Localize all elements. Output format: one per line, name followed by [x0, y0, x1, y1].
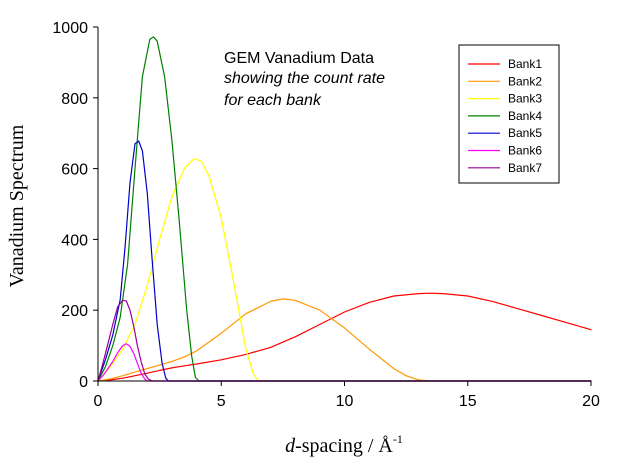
x-tick-label: 20 — [582, 393, 600, 410]
legend: Bank1 Bank2 Bank3 Bank4 Bank5 Bank6 Bank7 — [458, 44, 560, 184]
legend-label-bank3: Bank3 — [508, 92, 542, 106]
legend-label-bank1: Bank1 — [508, 57, 542, 71]
x-axis-title: d-spacing / Å-1 — [285, 432, 403, 457]
y-tick-label: 600 — [61, 162, 88, 179]
series-line-bank3 — [97, 158, 592, 382]
legend-label-bank4: Bank4 — [508, 109, 542, 123]
x-tick-label: 15 — [459, 393, 477, 410]
y-tick-label: 200 — [61, 303, 88, 320]
y-tick-label: 800 — [61, 91, 88, 108]
legend-label-bank5: Bank5 — [508, 126, 542, 140]
x-axis-title-text: -spacing / Å — [295, 435, 393, 457]
legend-label-bank7: Bank7 — [508, 161, 542, 175]
legend-label-bank2: Bank2 — [508, 74, 542, 88]
series-line-bank4 — [97, 36, 592, 382]
x-tick-label: 10 — [336, 393, 354, 410]
series-line-bank5 — [97, 140, 592, 382]
annotation-line-3: for each bank — [224, 92, 322, 109]
legend-label-bank6: Bank6 — [508, 144, 542, 158]
y-tick-label: 400 — [61, 232, 88, 249]
y-tick-label: 1000 — [52, 20, 88, 37]
series-line-bank7 — [97, 299, 592, 382]
annotation-line-2: showing the count rate — [224, 70, 385, 87]
x-axis-title-superscript: -1 — [393, 432, 403, 446]
y-axis-title: Vanadium Spectrum — [6, 124, 28, 287]
series-layer — [97, 36, 592, 382]
y-tick-label: 0 — [79, 374, 88, 391]
x-axis-title-italic: d — [285, 435, 296, 457]
annotation-line-1: GEM Vanadium Data — [224, 50, 374, 67]
legend-items: Bank1 Bank2 Bank3 Bank4 Bank5 Bank6 Bank7 — [468, 57, 542, 175]
x-tick-label: 0 — [94, 393, 103, 410]
x-tick-label: 5 — [217, 393, 226, 410]
legend-box — [458, 44, 560, 184]
series-line-bank6 — [97, 343, 592, 382]
series-line-bank1 — [97, 292, 592, 382]
